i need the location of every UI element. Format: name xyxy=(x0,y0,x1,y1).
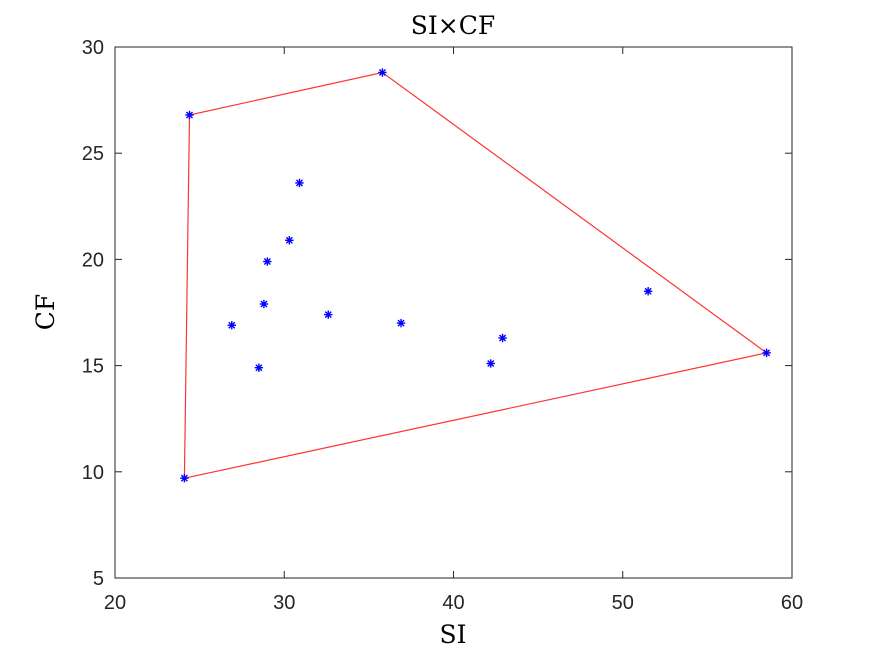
x-tick-label: 30 xyxy=(273,592,295,614)
x-tick-label: 40 xyxy=(442,592,464,614)
y-tick-label: 20 xyxy=(82,249,104,271)
x-tick-label: 60 xyxy=(781,592,803,614)
y-axis-label: CF xyxy=(31,294,60,330)
data-point xyxy=(254,363,264,372)
plot-area xyxy=(114,46,793,579)
data-point xyxy=(259,299,269,309)
data-point xyxy=(295,178,304,188)
data-point xyxy=(486,359,495,368)
data-point xyxy=(180,473,189,483)
y-tick-label: 10 xyxy=(82,462,104,484)
y-tick-label: 15 xyxy=(82,356,104,378)
data-point xyxy=(498,333,507,343)
x-axis-label: SI xyxy=(439,620,466,649)
data-point xyxy=(285,236,294,245)
y-tick-label: 5 xyxy=(93,568,104,590)
axis-ticks: 20 30 40 50 60 5 10 15 20 25 30 xyxy=(82,37,803,614)
x-tick-label: 20 xyxy=(104,592,126,614)
data-point xyxy=(643,287,653,296)
chart-title: SI×CF xyxy=(411,11,495,40)
data-point xyxy=(762,348,771,358)
y-tick-label: 25 xyxy=(82,143,104,165)
data-point xyxy=(396,318,406,328)
data-point xyxy=(378,68,387,77)
data-point xyxy=(324,310,333,319)
data-point xyxy=(185,110,194,120)
data-points xyxy=(180,68,771,483)
data-point xyxy=(263,257,272,266)
x-tick-label: 50 xyxy=(612,592,634,614)
data-point xyxy=(227,321,236,330)
y-tick-label: 30 xyxy=(82,37,104,59)
